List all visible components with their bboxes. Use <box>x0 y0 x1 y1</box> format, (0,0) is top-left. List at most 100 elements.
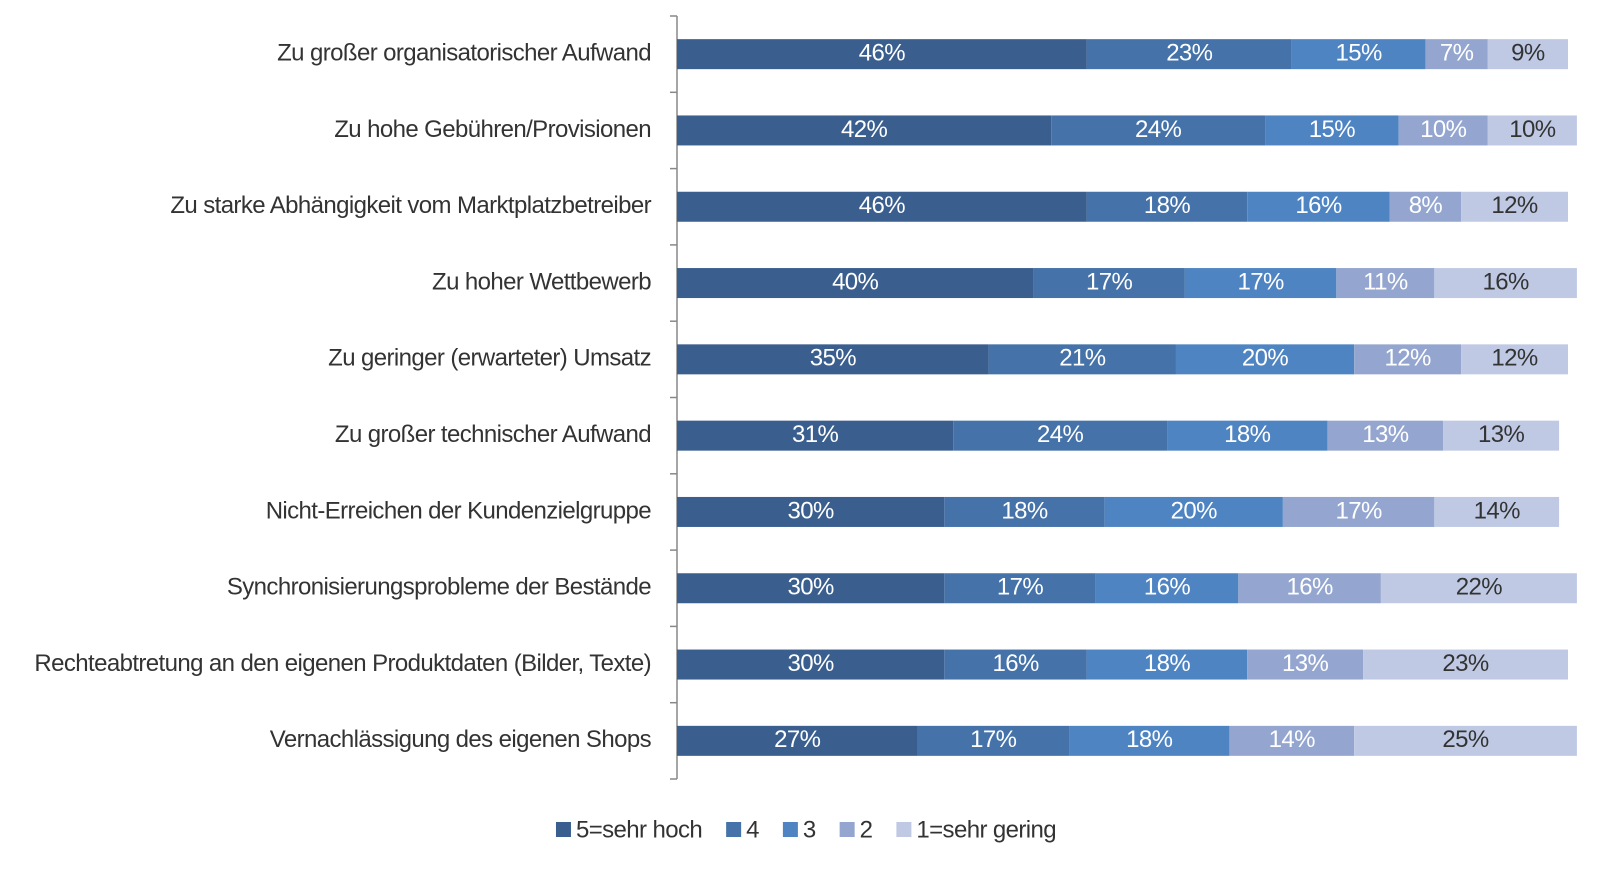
bar-segment <box>1336 268 1435 299</box>
bar-segment <box>1487 39 1568 70</box>
value-label: 14% <box>1474 497 1520 524</box>
bar-segment <box>1167 420 1328 451</box>
value-label: 25% <box>1442 726 1488 753</box>
bar-segment <box>1461 344 1568 375</box>
bar-segment <box>677 344 989 375</box>
bar-segment <box>1354 725 1577 756</box>
value-label: 10% <box>1420 116 1466 143</box>
bar-segment <box>1265 115 1399 146</box>
bar-segment <box>1282 496 1435 527</box>
legend-swatch <box>555 822 571 837</box>
bar-segment <box>953 420 1168 451</box>
value-label: 17% <box>1335 497 1381 524</box>
value-label: 20% <box>1171 497 1217 524</box>
value-label: 10% <box>1509 116 1555 143</box>
bar-segment <box>1425 39 1488 70</box>
bar-segment <box>1033 268 1185 299</box>
category-label: Synchronisierungsprobleme der Bestände <box>227 574 651 601</box>
value-label: 23% <box>1166 39 1212 66</box>
bar-segment <box>1175 344 1355 375</box>
value-label: 17% <box>970 726 1016 753</box>
bar-segment <box>1086 39 1292 70</box>
value-label: 22% <box>1456 574 1502 601</box>
legend-swatch <box>726 822 742 837</box>
value-label: 30% <box>788 650 834 677</box>
value-label: 8% <box>1409 192 1443 219</box>
value-label: 46% <box>859 39 905 66</box>
value-label: 31% <box>792 421 838 448</box>
bar-segment <box>677 725 918 756</box>
value-label: 46% <box>859 192 905 219</box>
value-label: 20% <box>1242 345 1288 372</box>
value-label: 40% <box>832 268 878 295</box>
value-label: 16% <box>1144 574 1190 601</box>
bar-segment <box>1104 496 1283 527</box>
category-label: Zu geringer (erwarteter) Umsatz <box>328 345 651 372</box>
value-label: 17% <box>1237 268 1283 295</box>
bar-segment <box>677 268 1034 299</box>
bar-segment <box>1443 420 1560 451</box>
bar-segment <box>677 39 1087 70</box>
value-label: 14% <box>1269 726 1315 753</box>
bar-segment <box>1095 573 1239 604</box>
value-label: 12% <box>1491 345 1537 372</box>
value-label: 13% <box>1282 650 1328 677</box>
category-label: Nicht-Erreichen der Kundenzielgruppe <box>266 497 652 524</box>
value-label: 27% <box>774 726 820 753</box>
category-label: Zu großer organisatorischer Aufwand <box>277 39 651 66</box>
bar-segment <box>1247 649 1364 680</box>
category-label: Zu großer technischer Aufwand <box>335 421 651 448</box>
value-label: 16% <box>1483 268 1529 295</box>
category-label: Zu hoher Wettbewerb <box>432 268 651 295</box>
bar-segment <box>1354 344 1462 375</box>
value-label: 35% <box>810 345 856 372</box>
value-label: 16% <box>1295 192 1341 219</box>
value-label: 13% <box>1362 421 1408 448</box>
bar-segment <box>1069 725 1230 756</box>
value-label: 13% <box>1478 421 1524 448</box>
value-label: 9% <box>1511 39 1545 66</box>
value-label: 7% <box>1440 39 1474 66</box>
bar-segment <box>677 191 1087 222</box>
bar-segment <box>1434 496 1560 527</box>
bar-segment <box>917 725 1070 756</box>
bar-segment <box>1238 573 1381 604</box>
value-label: 30% <box>788 497 834 524</box>
value-label: 15% <box>1309 116 1355 143</box>
legend-swatch <box>782 822 798 837</box>
value-label: 18% <box>1144 192 1190 219</box>
value-label: 17% <box>997 574 1043 601</box>
bar-segment <box>1086 649 1248 680</box>
value-label: 18% <box>1144 650 1190 677</box>
value-label: 16% <box>1286 574 1332 601</box>
legend-label: 1=sehr gering <box>916 816 1056 843</box>
bar-segment <box>1434 268 1577 299</box>
legend-label: 3 <box>803 816 816 843</box>
bar-segment <box>1389 191 1462 222</box>
bar-segment <box>677 420 954 451</box>
category-label: Rechteabtretung an den eigenen Produktda… <box>34 650 651 677</box>
bar-segment <box>1051 115 1266 146</box>
bar-segment <box>1398 115 1488 146</box>
value-label: 18% <box>1001 497 1047 524</box>
value-label: 24% <box>1135 116 1181 143</box>
value-label: 16% <box>992 650 1038 677</box>
value-label: 11% <box>1363 268 1408 295</box>
bar-segment <box>677 115 1052 146</box>
bar-segment <box>1363 649 1568 680</box>
bar-segment <box>944 573 1096 604</box>
value-label: 18% <box>1224 421 1270 448</box>
bar-segment <box>944 496 1105 527</box>
value-label: 12% <box>1384 345 1430 372</box>
value-label: 15% <box>1335 39 1381 66</box>
category-label: Zu starke Abhängigkeit vom Marktplatzbet… <box>170 192 651 219</box>
value-label: 21% <box>1059 345 1105 372</box>
bar-segment <box>1380 573 1577 604</box>
bar-segment <box>1086 191 1248 222</box>
bar-segment <box>1461 191 1568 222</box>
bar-segment <box>1184 268 1337 299</box>
legend-swatch <box>896 822 912 837</box>
legend-label: 5=sehr hoch <box>576 816 702 843</box>
value-label: 30% <box>788 574 834 601</box>
